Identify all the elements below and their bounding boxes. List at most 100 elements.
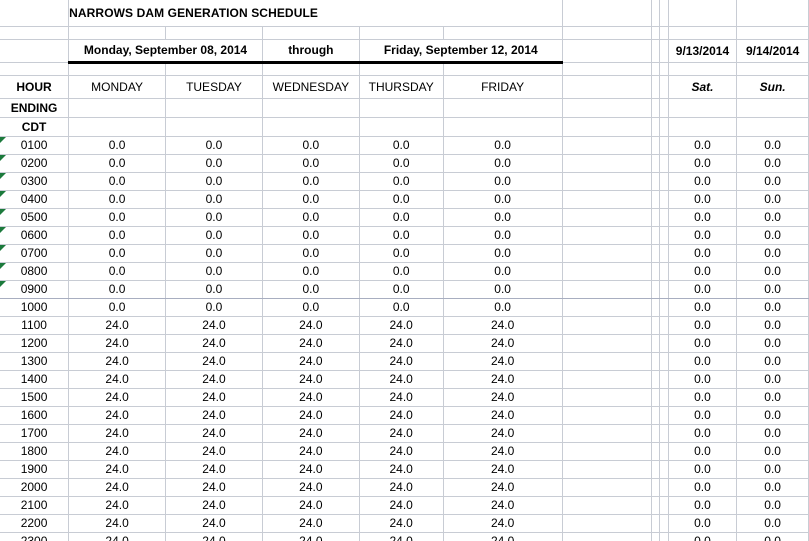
generation-value-wed[interactable]: 24.0 xyxy=(262,334,360,353)
date-row-gap-cell[interactable] xyxy=(562,39,652,63)
generation-value-thu[interactable]: 24.0 xyxy=(359,460,444,479)
generation-value-mon[interactable]: 24.0 xyxy=(68,424,167,443)
generation-value-sun[interactable]: 0.0 xyxy=(736,172,809,191)
generation-value-fri[interactable]: 24.0 xyxy=(443,424,563,443)
generation-value-sun[interactable]: 0.0 xyxy=(736,316,809,335)
generation-value-sun[interactable]: 0.0 xyxy=(736,136,809,155)
generation-value-thu[interactable]: 0.0 xyxy=(359,244,444,263)
row-narrow-cell-1[interactable] xyxy=(651,478,660,497)
generation-value-mon[interactable]: 0.0 xyxy=(68,172,167,191)
generation-value-sun[interactable]: 0.0 xyxy=(736,262,809,281)
row-narrow-cell-1[interactable] xyxy=(651,208,660,227)
row-narrow-cell-2[interactable] xyxy=(659,244,669,263)
row-gap-cell[interactable] xyxy=(562,136,652,155)
generation-value-thu[interactable]: 0.0 xyxy=(359,154,444,173)
row-narrow-cell-1[interactable] xyxy=(651,514,660,533)
generation-value-fri[interactable]: 0.0 xyxy=(443,154,563,173)
row-narrow-cell-1[interactable] xyxy=(651,190,660,209)
generation-value-sun[interactable]: 0.0 xyxy=(736,298,809,317)
generation-value-thu[interactable]: 0.0 xyxy=(359,262,444,281)
generation-value-tue[interactable]: 0.0 xyxy=(165,262,263,281)
generation-value-wed[interactable]: 24.0 xyxy=(262,532,360,541)
generation-value-thu[interactable]: 0.0 xyxy=(359,172,444,191)
row-narrow-cell-1[interactable] xyxy=(651,172,660,191)
generation-value-thu[interactable]: 0.0 xyxy=(359,190,444,209)
hour-ending-cell[interactable]: 0500 xyxy=(0,208,70,227)
generation-value-sun[interactable]: 0.0 xyxy=(736,352,809,371)
spacer1-c1[interactable] xyxy=(0,26,70,40)
dayhdr-narrow-cell-2[interactable] xyxy=(659,75,669,99)
hour-ending-cell[interactable]: 0700 xyxy=(0,244,70,263)
row-narrow-cell-1[interactable] xyxy=(651,280,660,299)
generation-value-sun[interactable]: 0.0 xyxy=(736,532,809,541)
row-narrow-cell-2[interactable] xyxy=(659,226,669,245)
generation-value-wed[interactable]: 24.0 xyxy=(262,478,360,497)
generation-value-thu[interactable]: 24.0 xyxy=(359,514,444,533)
generation-value-wed[interactable]: 24.0 xyxy=(262,496,360,515)
generation-value-wed[interactable]: 24.0 xyxy=(262,424,360,443)
row-narrow-cell-2[interactable] xyxy=(659,190,669,209)
row-gap-cell[interactable] xyxy=(562,532,652,541)
generation-value-fri[interactable]: 0.0 xyxy=(443,226,563,245)
row-gap-cell[interactable] xyxy=(562,280,652,299)
generation-value-tue[interactable]: 24.0 xyxy=(165,388,263,407)
title-row-sat-cell[interactable] xyxy=(668,0,738,27)
hour-ending-cell[interactable]: 0300 xyxy=(0,172,70,191)
spacer1-c8[interactable] xyxy=(651,26,660,40)
spacer2-c9[interactable] xyxy=(659,62,669,76)
generation-value-sat[interactable]: 0.0 xyxy=(668,244,738,263)
generation-value-sat[interactable]: 0.0 xyxy=(668,154,738,173)
generation-value-mon[interactable]: 24.0 xyxy=(68,514,167,533)
generation-value-sun[interactable]: 0.0 xyxy=(736,154,809,173)
row-narrow-cell-2[interactable] xyxy=(659,334,669,353)
row-gap-cell[interactable] xyxy=(562,154,652,173)
hour-ending-cell[interactable]: 2200 xyxy=(0,514,70,533)
title-row-sun-cell[interactable] xyxy=(736,0,809,27)
generation-value-thu[interactable]: 24.0 xyxy=(359,352,444,371)
spacer2-c4[interactable] xyxy=(262,62,360,76)
generation-value-sat[interactable]: 0.0 xyxy=(668,424,738,443)
generation-value-sat[interactable]: 0.0 xyxy=(668,442,738,461)
generation-value-thu[interactable]: 24.0 xyxy=(359,334,444,353)
generation-value-fri[interactable]: 24.0 xyxy=(443,370,563,389)
generation-value-sat[interactable]: 0.0 xyxy=(668,352,738,371)
generation-value-wed[interactable]: 0.0 xyxy=(262,190,360,209)
row-gap-cell[interactable] xyxy=(562,352,652,371)
hour-ending-cell[interactable]: 0400 xyxy=(0,190,70,209)
tz-c2[interactable] xyxy=(68,117,167,137)
row-narrow-cell-2[interactable] xyxy=(659,370,669,389)
generation-value-tue[interactable]: 24.0 xyxy=(165,370,263,389)
generation-value-tue[interactable]: 24.0 xyxy=(165,352,263,371)
generation-value-sun[interactable]: 0.0 xyxy=(736,424,809,443)
row-narrow-cell-1[interactable] xyxy=(651,352,660,371)
hour-ending-cell[interactable]: 0600 xyxy=(0,226,70,245)
spacer2-c7[interactable] xyxy=(562,62,652,76)
generation-value-mon[interactable]: 24.0 xyxy=(68,460,167,479)
generation-value-thu[interactable]: 24.0 xyxy=(359,388,444,407)
row-gap-cell[interactable] xyxy=(562,316,652,335)
generation-value-mon[interactable]: 0.0 xyxy=(68,280,167,299)
hour-ending-cell[interactable]: 0100 xyxy=(0,136,70,155)
hour-ending-cell[interactable]: 2100 xyxy=(0,496,70,515)
row-gap-cell[interactable] xyxy=(562,208,652,227)
generation-value-tue[interactable]: 24.0 xyxy=(165,532,263,541)
row-gap-cell[interactable] xyxy=(562,334,652,353)
spacer2-c6[interactable] xyxy=(443,62,563,76)
generation-value-thu[interactable]: 24.0 xyxy=(359,316,444,335)
ending-c5[interactable] xyxy=(359,98,444,118)
tz-c5[interactable] xyxy=(359,117,444,137)
generation-value-tue[interactable]: 0.0 xyxy=(165,244,263,263)
row-gap-cell[interactable] xyxy=(562,424,652,443)
generation-value-thu[interactable]: 24.0 xyxy=(359,370,444,389)
row-gap-cell[interactable] xyxy=(562,190,652,209)
row-narrow-cell-2[interactable] xyxy=(659,280,669,299)
hour-ending-cell[interactable]: 1100 xyxy=(0,316,70,335)
generation-value-mon[interactable]: 0.0 xyxy=(68,226,167,245)
row-gap-cell[interactable] xyxy=(562,388,652,407)
generation-value-tue[interactable]: 0.0 xyxy=(165,172,263,191)
generation-value-sat[interactable]: 0.0 xyxy=(668,460,738,479)
hour-ending-cell[interactable]: 2000 xyxy=(0,478,70,497)
generation-value-tue[interactable]: 24.0 xyxy=(165,496,263,515)
spacer1-c3[interactable] xyxy=(165,26,263,40)
hour-ending-cell[interactable]: 1800 xyxy=(0,442,70,461)
